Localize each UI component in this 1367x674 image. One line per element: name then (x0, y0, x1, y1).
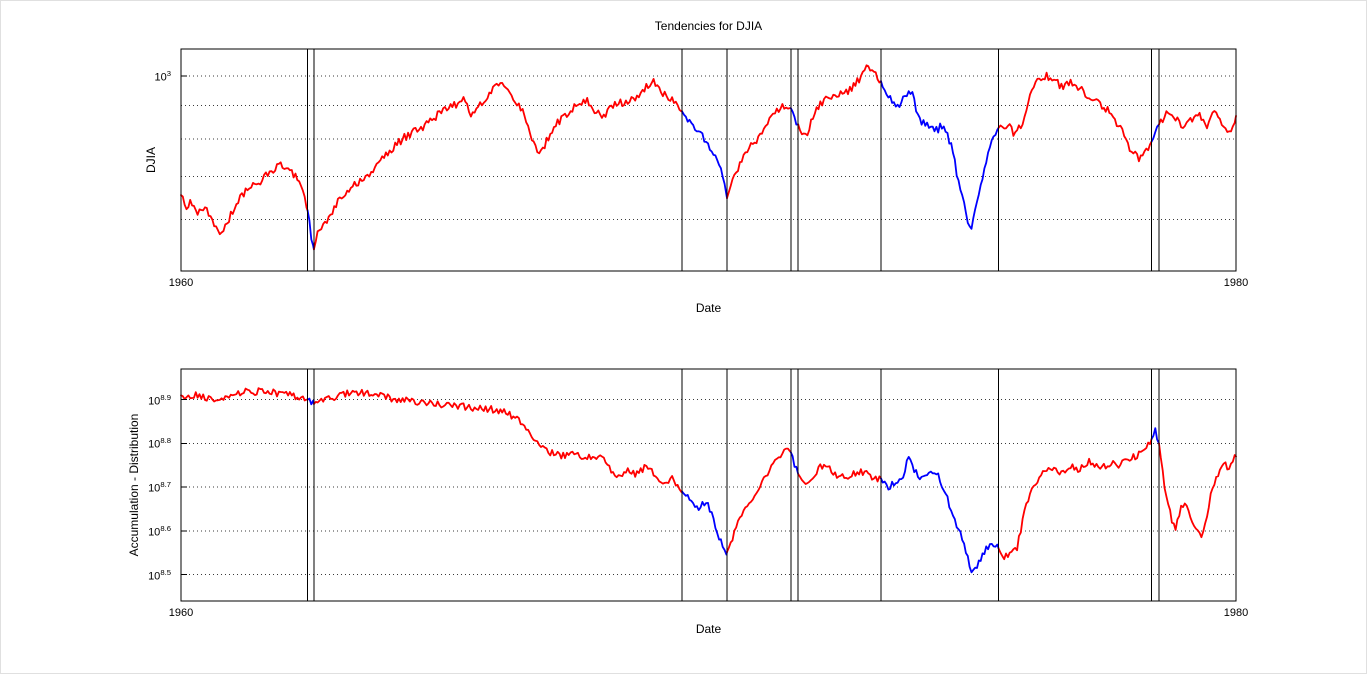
djia-price-series-distribution (880, 80, 1000, 230)
y-tick-label: 108.6 (148, 523, 171, 539)
accumulation-distribution-series-distribution (1150, 427, 1160, 445)
accumulation-distribution-series-distribution (681, 490, 728, 556)
accumulation-distribution-series-accumulation (312, 388, 683, 493)
x-tick-label: 1960 (168, 277, 194, 289)
djia-price-series-distribution (1150, 123, 1160, 143)
x-tick-label: 1980 (1223, 607, 1249, 619)
accumulation-distribution-subplot (180, 368, 1237, 602)
accumulation-distribution-series-distribution (789, 451, 800, 476)
accumulation-distribution-series-distribution (880, 455, 1000, 574)
axes-box (180, 48, 1237, 272)
accumulation-distribution-series-accumulation (997, 438, 1153, 561)
x-axis-label-top: Date (695, 301, 722, 315)
x-tick-label: 1980 (1223, 277, 1249, 289)
figure-title: Tendencies for DJIA (654, 19, 763, 33)
djia-price-series-distribution (789, 107, 800, 126)
accumulation-distribution-series-accumulation (1158, 442, 1237, 539)
djia-price-subplot (180, 48, 1237, 272)
djia-price-series-distribution (306, 209, 315, 251)
accumulation-distribution-series-distribution (306, 397, 315, 406)
djia-price-series-accumulation (180, 161, 309, 236)
x-tick-label: 1960 (168, 607, 194, 619)
accumulation-distribution-series-accumulation (180, 387, 309, 403)
x-axis-label-bottom: Date (695, 622, 722, 636)
y-tick-label: 108.5 (148, 567, 171, 583)
accumulation-distribution-series-accumulation (797, 463, 882, 485)
djia-price-series-accumulation (312, 78, 683, 251)
y-tick-label: 108.7 (148, 480, 171, 495)
djia-price-series-accumulation (1158, 110, 1237, 133)
djia-price-series-distribution (681, 110, 728, 200)
djia-price-series-accumulation (997, 71, 1153, 163)
accumulation-distribution-series-accumulation (726, 447, 792, 553)
y-tick-label: 103 (154, 69, 171, 84)
y-axis-label-djia: DJIA (144, 146, 158, 174)
djia-price-series-accumulation (797, 64, 882, 137)
y-tick-label: 108.8 (148, 436, 171, 452)
y-tick-label: 108.9 (148, 392, 171, 408)
axes-box (180, 368, 1237, 602)
djia-price-series-accumulation (726, 103, 792, 200)
